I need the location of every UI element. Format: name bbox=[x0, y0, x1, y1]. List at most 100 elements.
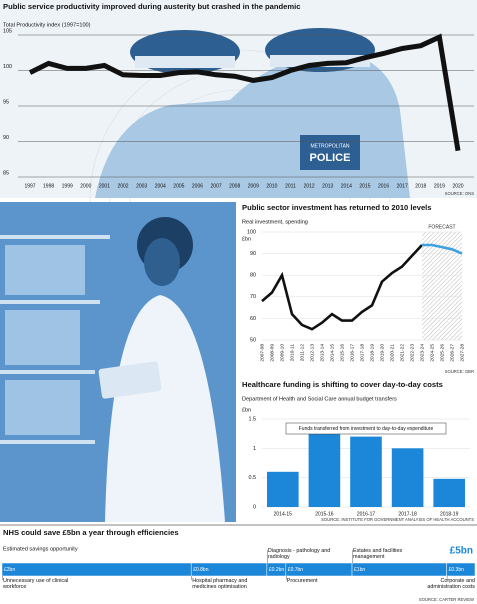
bar-segment bbox=[1, 562, 192, 577]
value-label: £0.8bn bbox=[193, 567, 209, 573]
bar bbox=[350, 436, 382, 507]
x-tick-label: 2017-18 bbox=[359, 344, 365, 362]
source: SOURCE: ONS bbox=[445, 191, 475, 196]
y-tick-label: 105 bbox=[3, 28, 12, 34]
line-series bbox=[28, 33, 461, 152]
x-tick-label: 2002 bbox=[117, 183, 128, 189]
x-tick-label: 2011 bbox=[285, 183, 296, 189]
bar-segment bbox=[351, 562, 447, 577]
x-tick-label: 2010-11 bbox=[289, 344, 295, 362]
category-label-box: Estates and facilities management bbox=[353, 548, 403, 561]
line-series bbox=[422, 243, 463, 255]
x-tick-label: 2018 bbox=[415, 183, 426, 189]
x-tick-label: 2008 bbox=[229, 183, 240, 189]
y-tick-label: 85 bbox=[3, 170, 9, 176]
x-tick-label: 2024-25 bbox=[429, 344, 435, 362]
x-tick-label: 2009 bbox=[248, 183, 259, 189]
y-tick-label: 0.5 bbox=[249, 475, 257, 481]
category-label: Procurement bbox=[286, 578, 318, 584]
chart-title: Public service productivity improved dur… bbox=[3, 2, 301, 11]
category-label-box: Hospital pharmacy and medicines optimisa… bbox=[192, 578, 248, 591]
x-tick-label: 2005 bbox=[173, 183, 184, 189]
category-label: Estates and facilities management bbox=[353, 548, 403, 561]
value-label: £1bn bbox=[354, 567, 365, 573]
y-tick-label: 70 bbox=[250, 294, 256, 300]
bar bbox=[391, 448, 424, 507]
category-label-box: Diagnosis - pathology and radiology bbox=[267, 548, 331, 561]
source: SOURCE: OBR bbox=[445, 369, 474, 374]
line-series bbox=[261, 244, 423, 331]
bar bbox=[433, 478, 466, 507]
x-tick-label: 2016-17 bbox=[349, 344, 355, 362]
category-label: Diagnosis - pathology and radiology bbox=[267, 548, 331, 561]
category-label-box: Procurement bbox=[286, 578, 318, 584]
x-tick-label: 2021-22 bbox=[399, 344, 405, 362]
y-tick-label: 80 bbox=[250, 273, 256, 279]
x-tick-label: 2020 bbox=[452, 183, 463, 189]
x-tick-label: 1999 bbox=[62, 183, 73, 189]
chart-title: Public sector investment has returned to… bbox=[242, 203, 432, 212]
y-tick-label: 90 bbox=[250, 251, 256, 257]
x-tick-label: 2017-18 bbox=[398, 511, 417, 517]
x-tick-label: 2020-21 bbox=[389, 344, 395, 362]
x-tick-label: 2016 bbox=[378, 183, 389, 189]
x-tick-label: 2018-19 bbox=[369, 344, 375, 362]
category-label-box: Unnecessary use of clinical workforce bbox=[3, 578, 69, 591]
x-tick-label: 2007 bbox=[211, 183, 222, 189]
x-tick-label: 2012 bbox=[304, 183, 315, 189]
x-tick-label: 2015-16 bbox=[315, 511, 334, 517]
chart-subtitle: Real investment, spending bbox=[242, 219, 308, 225]
x-tick-label: 2023-24 bbox=[419, 344, 425, 362]
x-tick-label: 2008-09 bbox=[269, 344, 275, 362]
x-tick-label: 2012-13 bbox=[309, 344, 315, 362]
police-photo: METROPOLITAN POLICE bbox=[0, 0, 477, 351]
x-tick-label: 2016-17 bbox=[357, 511, 376, 517]
y-tick-label: 60 bbox=[250, 316, 256, 322]
x-tick-label: 1998 bbox=[43, 183, 54, 189]
y-tick-label: 90 bbox=[3, 135, 9, 141]
y-tick-label: 100 bbox=[247, 229, 256, 235]
x-tick-label: 2022-23 bbox=[409, 344, 415, 362]
x-tick-label: 2001 bbox=[99, 183, 110, 189]
chart-title: Healthcare funding is shifting to cover … bbox=[242, 380, 443, 389]
x-tick-label: 2017 bbox=[397, 183, 408, 189]
chart-subtitle: Estimated savings opportunity bbox=[3, 546, 78, 552]
svg-text:POLICE: POLICE bbox=[310, 152, 351, 164]
x-tick-label: 2019-20 bbox=[379, 344, 385, 362]
value-label: £2bn bbox=[4, 567, 15, 573]
value-label: £0.3bn bbox=[449, 567, 465, 573]
category-label-box: Corporate and administration costs bbox=[427, 578, 475, 591]
category-label: Corporate and administration costs bbox=[427, 578, 475, 591]
x-tick-label: 2006 bbox=[192, 183, 203, 189]
x-tick-label: 2019 bbox=[434, 183, 445, 189]
x-tick-label: 2015-16 bbox=[339, 344, 345, 362]
category-label: Unnecessary use of clinical workforce bbox=[3, 578, 69, 591]
x-tick-label: 2004 bbox=[155, 183, 166, 189]
y-tick-label: 1 bbox=[253, 446, 256, 452]
x-tick-label: 2014-15 bbox=[274, 511, 293, 517]
annotation-box bbox=[285, 422, 447, 435]
chart-subtitle: Department of Health and Social Care ann… bbox=[242, 396, 397, 402]
x-tick-label: 2025-26 bbox=[439, 344, 445, 362]
value-label: £0.2bn bbox=[269, 567, 285, 573]
x-tick-label: 2011-12 bbox=[299, 344, 305, 362]
y-tick-label: 0 bbox=[253, 504, 256, 510]
category-label: Hospital pharmacy and medicines optimisa… bbox=[192, 578, 248, 591]
value-label: £0.7bn bbox=[288, 567, 304, 573]
unit-label: £bn bbox=[242, 236, 251, 242]
x-tick-label: 2015 bbox=[359, 183, 370, 189]
source: SOURCE: INSTITUTE FOR GOVERNMENT ANALYSI… bbox=[321, 517, 474, 522]
unit-label: £bn bbox=[242, 407, 251, 413]
bar bbox=[308, 433, 341, 507]
x-tick-label: 2003 bbox=[136, 183, 147, 189]
chart-subtitle: Total Productivity index (1997=100) bbox=[3, 22, 91, 28]
y-tick-label: 1.5 bbox=[249, 416, 257, 422]
x-tick-label: 2027-28 bbox=[459, 344, 465, 362]
annotation: Funds transferred from investment to day… bbox=[299, 426, 434, 432]
x-tick-label: 2013 bbox=[322, 183, 333, 189]
x-tick-label: 2009-10 bbox=[279, 344, 285, 362]
x-tick-label: 2026-27 bbox=[449, 344, 455, 362]
y-tick-label: 100 bbox=[3, 64, 12, 70]
